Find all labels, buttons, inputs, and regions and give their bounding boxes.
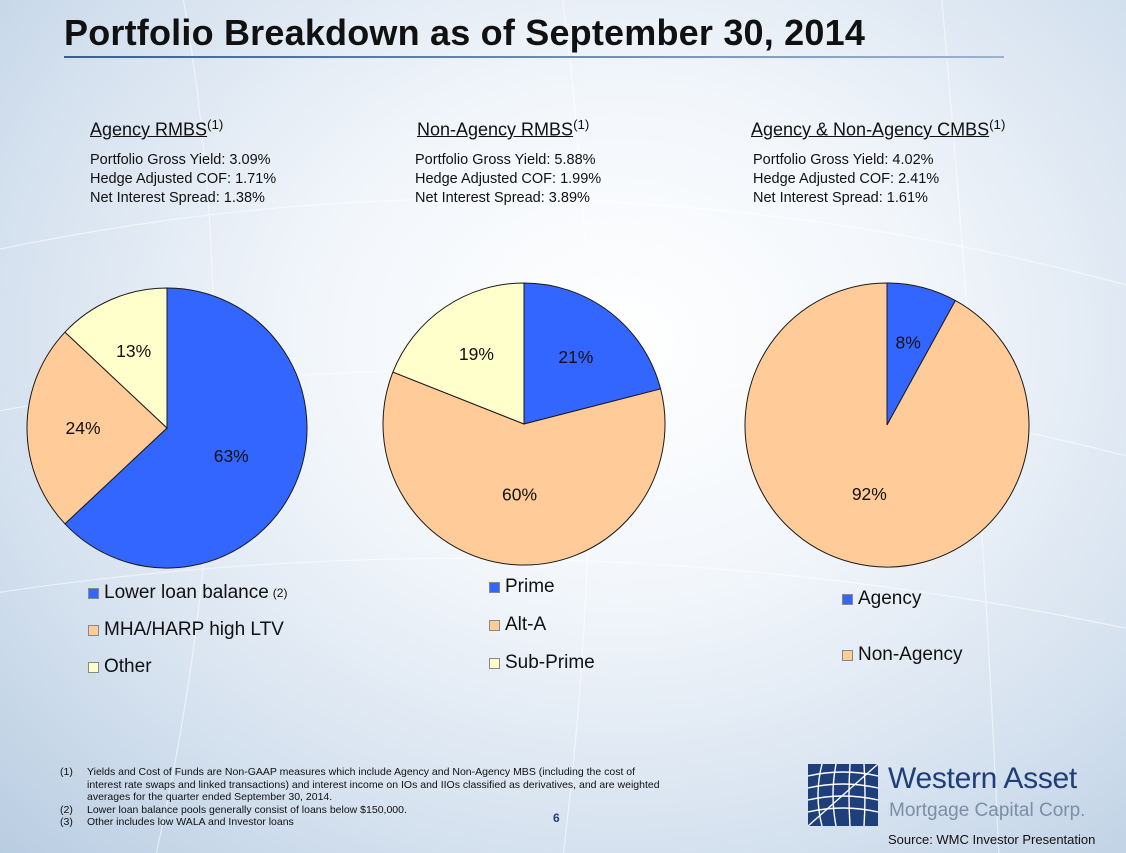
panel-heading: Non-Agency RMBS <box>417 119 573 139</box>
pie-data-label: 63% <box>214 446 249 466</box>
legend-label: Other <box>104 656 152 677</box>
hedge-adjusted-cof: Hedge Adjusted COF: 1.99% <box>415 171 602 187</box>
pie-chart-non-agency-rmbs: 21% 60% 19% <box>382 282 666 566</box>
legend-swatch-peach <box>489 619 500 631</box>
legend-label: Prime <box>505 576 555 597</box>
gross-yield: Portfolio Gross Yield: 3.09% <box>90 152 271 168</box>
pie-data-label: 13% <box>116 341 151 361</box>
legend-label: Sub-Prime <box>505 652 595 673</box>
legend-swatch-cream <box>88 661 99 673</box>
heading-footnote-ref: (1) <box>573 117 590 132</box>
footnote-2: (2) Lower loan balance pools generally c… <box>60 804 670 817</box>
legend-swatch-peach <box>842 649 853 661</box>
footnote-number: (3) <box>60 816 73 829</box>
hedge-adjusted-cof: Hedge Adjusted COF: 2.41% <box>753 171 940 187</box>
footnote-text: Lower loan balance pools generally consi… <box>87 803 407 816</box>
panel-heading-text: Non-Agency RMBS <box>417 119 574 140</box>
source-note: Source: WMC Investor Presentation <box>888 832 1096 847</box>
legend-item: Agency <box>842 588 921 610</box>
pie-chart-cmbs: 8% 92% <box>744 282 1030 568</box>
legend-item: MHA/HARP high LTV <box>88 619 284 641</box>
pie-data-label: 21% <box>558 347 593 367</box>
footnote-number: (2) <box>60 803 73 816</box>
page-title: Portfolio Breakdown as of September 30, … <box>64 12 866 53</box>
pie-chart-agency-rmbs: 63% 24% 13% <box>26 287 308 569</box>
footnote-1: (1) Yields and Cost of Funds are Non-GAA… <box>60 766 670 804</box>
legend-label: Agency <box>858 588 922 609</box>
pie-data-label: 24% <box>65 418 100 438</box>
globe-grid-icon <box>808 764 878 826</box>
legend-label: Lower loan balance <box>104 582 269 603</box>
pie-slice-lower-loan-balance <box>64 287 308 569</box>
title-underline <box>64 56 1004 58</box>
net-interest-spread: Net Interest Spread: 1.61% <box>753 190 928 206</box>
pie-data-label: 8% <box>896 332 921 352</box>
legend-footnote-ref: (2) <box>272 586 288 600</box>
legend-item: Sub-Prime <box>489 652 595 674</box>
net-interest-spread: Net Interest Spread: 1.38% <box>90 190 265 206</box>
pie-slice-other <box>64 287 168 430</box>
legend-swatch-blue <box>88 587 99 599</box>
legend-swatch-blue <box>489 581 500 593</box>
page-number: 6 <box>553 811 560 825</box>
logo-subtitle: Mortgage Capital Corp. <box>889 800 1086 821</box>
hedge-adjusted-cof: Hedge Adjusted COF: 1.71% <box>90 171 277 187</box>
gross-yield: Portfolio Gross Yield: 5.88% <box>415 152 596 168</box>
pie-slice-non-agency <box>744 282 1030 568</box>
panel-cmbs-stats: Portfolio Gross Yield: 4.02% Hedge Adjus… <box>753 151 939 208</box>
pie-slice-alt-a <box>382 371 666 566</box>
heading-footnote-ref: (1) <box>989 117 1006 132</box>
pie-slice-mha-harp-high-ltv <box>26 331 168 525</box>
legend-item: Other <box>88 656 152 678</box>
panel-agency-rmbs-heading: Agency RMBS(1) <box>90 117 223 140</box>
pie-data-label: 92% <box>852 484 887 504</box>
logo-name: Western Asset <box>888 762 1077 795</box>
panel-non-agency-rmbs-stats: Portfolio Gross Yield: 5.88% Hedge Adjus… <box>415 151 601 208</box>
panel-agency-rmbs-stats: Portfolio Gross Yield: 3.09% Hedge Adjus… <box>90 151 276 208</box>
footnotes: (1) Yields and Cost of Funds are Non-GAA… <box>60 766 670 829</box>
panel-heading-text: Agency RMBS <box>90 119 208 140</box>
pie-data-label: 60% <box>502 484 537 504</box>
legend-label: MHA/HARP high LTV <box>104 619 284 640</box>
pie-slice-prime <box>523 282 662 425</box>
legend-item: Prime <box>489 576 555 598</box>
panel-heading-text: Agency & Non-Agency CMBS <box>751 119 990 140</box>
panel-heading: Agency RMBS <box>90 119 207 139</box>
net-interest-spread: Net Interest Spread: 3.89% <box>415 190 590 206</box>
legend-swatch-blue <box>842 593 853 605</box>
footnote-number: (1) <box>60 766 73 778</box>
panel-non-agency-rmbs-heading: Non-Agency RMBS(1) <box>417 117 589 140</box>
legend-label: Alt-A <box>505 614 547 635</box>
footnote-3: (3) Other includes low WALA and Investor… <box>60 816 670 829</box>
legend-item: Non-Agency <box>842 644 963 666</box>
pie-data-label: 19% <box>459 344 494 364</box>
footnote-text: Yields and Cost of Funds are Non-GAAP me… <box>87 766 660 804</box>
legend-swatch-cream <box>489 657 500 669</box>
panel-cmbs-heading: Agency & Non-Agency CMBS(1) <box>751 117 1005 140</box>
panel-heading: Agency & Non-Agency CMBS <box>751 119 989 139</box>
legend-label: Non-Agency <box>858 644 963 665</box>
legend-swatch-peach <box>88 624 99 636</box>
legend-item: Lower loan balance (2) <box>88 582 287 604</box>
footnote-text: Other includes low WALA and Investor loa… <box>87 816 294 829</box>
pie-slice-sub-prime <box>392 282 525 425</box>
heading-footnote-ref: (1) <box>207 117 224 132</box>
legend-item: Alt-A <box>489 614 546 636</box>
gross-yield: Portfolio Gross Yield: 4.02% <box>753 152 934 168</box>
